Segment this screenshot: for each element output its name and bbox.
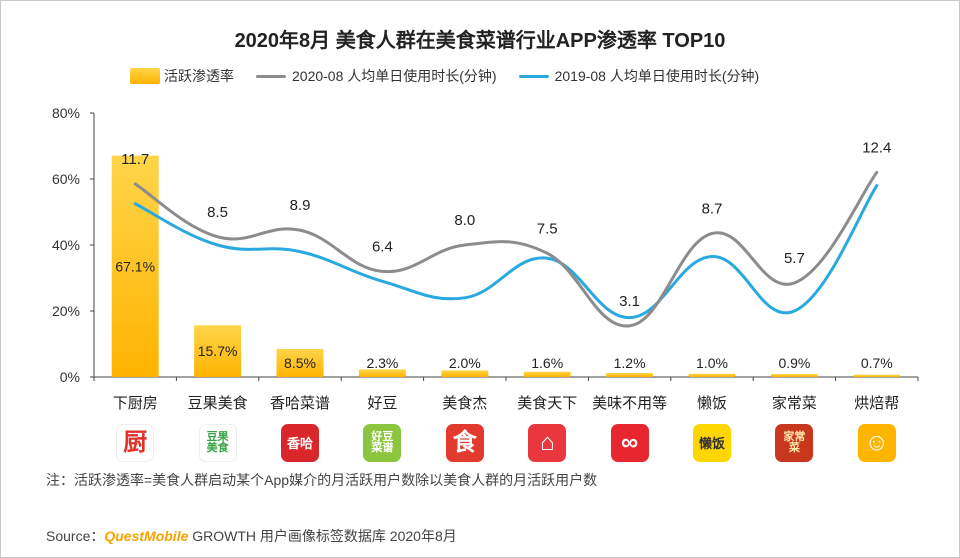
line-data-label: 8.7 (702, 200, 723, 217)
hongbeibang-icon: ☺ (857, 424, 896, 462)
line-data-label: 12.4 (862, 139, 891, 156)
x-tick-label: 烘焙帮 (854, 395, 899, 412)
x-tick-label: 家常菜 (772, 395, 817, 412)
series-line-2020 (133, 170, 879, 328)
bar-data-label: 2.3% (366, 355, 398, 371)
source-prefix: Source： (46, 528, 105, 544)
line-data-label: 7.5 (537, 220, 558, 237)
y-tick-label: 20% (52, 303, 80, 319)
bar-data-label: 1.6% (531, 355, 563, 371)
meiwei-icon: ∞ (610, 424, 649, 462)
bar (358, 369, 406, 377)
source-brand: QuestMobile (104, 528, 189, 544)
chart-legend: 活跃渗透率 2020-08 人均单日使用时长(分钟) 2019-08 人均单日使… (130, 66, 781, 86)
y-tick-label: 0% (60, 369, 80, 385)
x-tick-label: 美味不用等 (592, 394, 667, 412)
xiachufang-icon: 厨 (116, 424, 155, 462)
source-suffix: GROWTH 用户画像标签数据库 2020年8月 (188, 528, 457, 544)
meishij-icon: 食 (445, 424, 484, 462)
bar-data-label: 2.0% (449, 355, 481, 371)
x-tick-label: 下厨房 (113, 395, 158, 412)
legend-label-penetration: 活跃渗透率 (164, 68, 234, 84)
legend-item-penetration: 活跃渗透率 (130, 66, 234, 86)
bar-data-label: 8.5% (284, 355, 316, 371)
bar (276, 348, 324, 377)
bar-data-label: 0.7% (861, 355, 893, 371)
x-tick-label: 美食天下 (517, 395, 577, 412)
x-tick-label: 豆果美食 (188, 395, 248, 412)
legend-swatch-2019 (518, 74, 549, 78)
line-data-label: 11.7 (121, 151, 149, 168)
bar (606, 373, 654, 377)
x-tick-label: 懒饭 (697, 395, 727, 412)
x-tick-label: 好豆 (367, 395, 397, 412)
x-tick-label: 美食杰 (442, 395, 487, 412)
bar-data-label: 0.9% (778, 355, 810, 371)
legend-swatch-2020 (256, 74, 286, 78)
bar-data-label: 1.0% (696, 355, 728, 371)
bar (523, 371, 571, 377)
line-data-label: 3.1 (619, 293, 640, 310)
y-tick-label: 80% (52, 105, 80, 121)
bar (770, 374, 818, 377)
bar (441, 370, 489, 377)
line-data-label: 5.7 (784, 250, 805, 267)
bar-data-label: 15.7% (198, 343, 238, 359)
x-tick-label: 香哈菜谱 (270, 395, 330, 412)
line-data-label: 8.5 (207, 204, 228, 221)
bar (853, 374, 901, 377)
jiachangcai-icon: 家常菜 (775, 424, 814, 462)
haodou-icon: 好豆 菜谱 (363, 424, 402, 462)
line-data-label: 6.4 (372, 238, 393, 255)
line-data-label: 8.0 (454, 212, 475, 229)
bar-data-label: 1.2% (614, 355, 646, 371)
bar (688, 373, 736, 377)
xiangha-icon: 香哈 (281, 424, 319, 462)
source-line: Source：QuestMobile GROWTH 用户画像标签数据库 2020… (46, 526, 457, 546)
lanfan-icon: 懒饭 (693, 424, 731, 462)
legend-swatch-bar (130, 68, 160, 84)
legend-label-2019: 2019-08 人均单日使用时长(分钟) (554, 68, 760, 84)
legend-label-2020: 2020-08 人均单日使用时长(分钟) (292, 68, 497, 84)
y-tick-label: 40% (52, 237, 80, 253)
y-tick-label: 60% (52, 171, 80, 187)
douguo-icon: 豆果 美食 (198, 424, 237, 462)
chart-title: 2020年8月 美食人群在美食菜谱行业APP渗透率 TOP10 (234, 30, 726, 52)
series-line-2019 (133, 184, 879, 320)
line-data-label: 8.9 (290, 197, 311, 214)
bar-data-label: 67.1% (115, 258, 155, 274)
bar (194, 325, 242, 377)
meishichina-icon: ⌂ (528, 424, 567, 462)
footnote: 注：活跃渗透率=美食人群启动某个App媒介的月活跃用户数除以美食人群的月活跃用户… (46, 472, 598, 488)
legend-item-2020: 2020-08 人均单日使用时长(分钟) (256, 66, 497, 86)
legend-item-2019: 2019-08 人均单日使用时长(分钟) (518, 66, 760, 86)
